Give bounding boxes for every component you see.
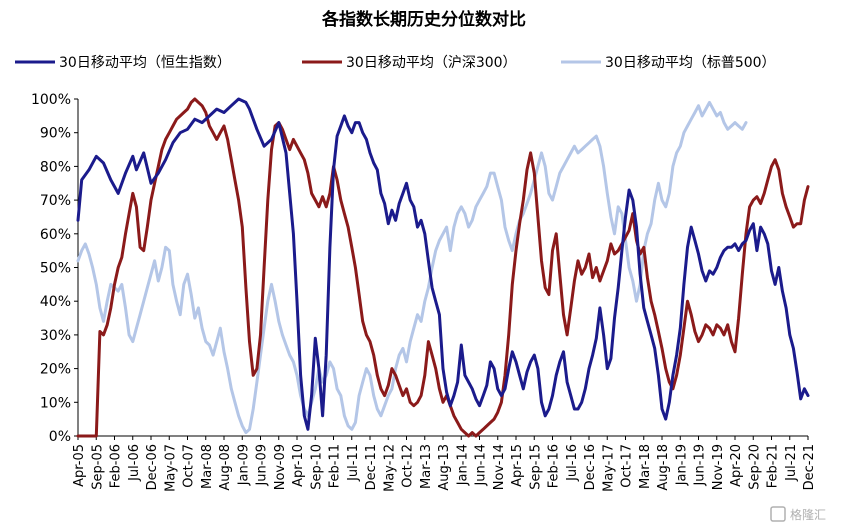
x-tick-label: Nov-14: [492, 444, 507, 490]
x-tick-label: Jan-19: [674, 444, 689, 486]
x-tick-label: Jun-19: [693, 444, 708, 487]
x-tick-label: May-07: [163, 444, 178, 492]
x-tick-label: Feb-11: [328, 444, 343, 488]
x-tick-label: Sep-20: [747, 444, 762, 490]
watermark-logo-icon: [770, 506, 786, 522]
x-tick-label: Jul-16: [565, 444, 580, 482]
x-tick-label: Dec-21: [802, 444, 817, 490]
x-tick-label: May-17: [601, 444, 616, 492]
x-tick-label: Oct-12: [401, 444, 416, 488]
x-tick-label: Nov-19: [711, 444, 726, 490]
series-line-0: [76, 97, 810, 431]
x-tick-label: Feb-06: [109, 444, 124, 488]
y-tick-label: 90%: [40, 126, 71, 142]
x-tick-label: Jan-14: [455, 444, 470, 486]
watermark: 格隆汇: [770, 506, 826, 522]
y-tick-label: 40%: [40, 294, 71, 310]
x-tick-label: Feb-21: [766, 444, 781, 488]
x-tick-label: Feb-16: [547, 444, 562, 488]
x-tick-label: Apr-10: [291, 444, 306, 487]
x-tick-label: Mar-18: [638, 444, 653, 489]
x-tick-label: Aug-08: [218, 444, 233, 491]
y-tick-label: 50%: [40, 261, 71, 277]
x-tick-label: Jul-11: [346, 444, 361, 482]
x-tick-label: Jul-06: [127, 444, 142, 482]
y-tick-label: 80%: [40, 159, 71, 175]
x-tick-label: May-12: [382, 444, 397, 492]
x-tick-label: Dec-16: [583, 444, 598, 490]
y-tick-label: 60%: [40, 227, 71, 243]
axes: 0%10%20%30%40%50%60%70%80%90%100%Apr-05 S…: [31, 92, 817, 492]
x-tick-label: Aug-18: [656, 444, 671, 491]
y-tick-label: 10%: [40, 395, 71, 411]
x-tick-label: Nov-09: [273, 444, 288, 490]
x-tick-label: Mar-08: [200, 444, 215, 489]
x-tick-label: Sep-10: [309, 444, 324, 490]
legend-label-2: 30日移动平均（标普500）: [605, 55, 776, 71]
legend-label-0: 30日移动平均（恒生指数）: [59, 55, 231, 71]
y-tick-label: 0%: [49, 429, 71, 445]
watermark-text: 格隆汇: [790, 507, 826, 522]
x-tick-label: Dec-11: [364, 444, 379, 490]
x-tick-label: Oct-17: [620, 444, 635, 488]
x-tick-label: Apr-20: [729, 444, 744, 487]
x-tick-label: Oct-07: [182, 444, 197, 488]
x-tick-label: Mar-13: [419, 444, 434, 489]
x-tick-label: Apr-05: [72, 444, 87, 487]
x-tick-label: Jun-09: [255, 444, 270, 487]
legend: 30日移动平均（恒生指数） 30日移动平均（沪深300） 30日移动平均（标普500…: [15, 55, 776, 71]
series-line-2: [76, 100, 748, 435]
series-layer: [76, 97, 810, 438]
y-tick-label: 30%: [40, 328, 71, 344]
x-tick-label: Jul-21: [784, 444, 799, 482]
x-tick-label: Jan-09: [236, 444, 251, 486]
x-tick-label: Apr-15: [510, 444, 525, 487]
x-tick-label: Sep-05: [90, 444, 105, 490]
y-tick-label: 100%: [31, 92, 71, 108]
x-tick-label: Sep-15: [528, 444, 543, 490]
series-line-1: [76, 97, 810, 438]
legend-label-1: 30日移动平均（沪深300）: [346, 55, 517, 71]
x-tick-label: Aug-13: [437, 444, 452, 491]
y-tick-label: 20%: [40, 362, 71, 378]
x-tick-label: Dec-06: [145, 444, 160, 490]
x-tick-label: Jun-14: [474, 444, 489, 487]
y-tick-label: 70%: [40, 193, 71, 209]
chart-title: 各指数长期历史分位数对比: [321, 9, 526, 30]
